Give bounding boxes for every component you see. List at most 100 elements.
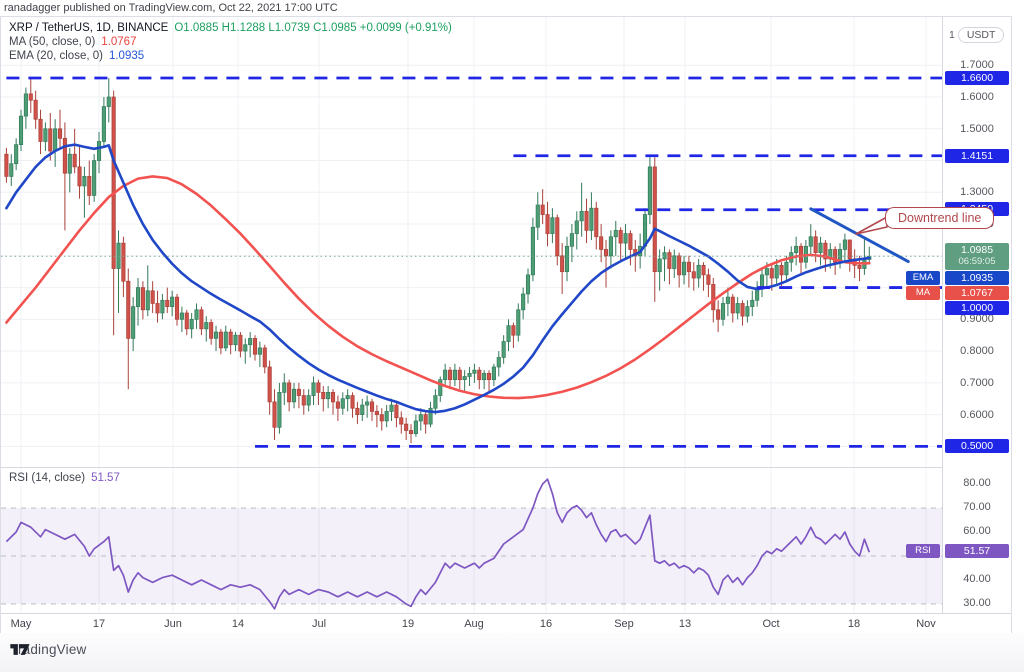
candle-body <box>574 220 579 234</box>
time-tick-label: 18 <box>847 618 861 630</box>
candle-body <box>452 369 457 381</box>
candle-body <box>189 318 194 330</box>
candle-body <box>462 376 467 381</box>
candle-body <box>774 264 779 279</box>
legend-symbol-row[interactable]: XRP / TetherUS, 1D, BINANCE O1.0885 H1.12… <box>9 21 452 35</box>
candle-body <box>33 99 38 120</box>
candle-body <box>847 239 852 260</box>
candle-body <box>131 306 136 339</box>
candle-body <box>720 303 726 320</box>
candle-body <box>316 382 321 393</box>
candle-body <box>277 392 282 428</box>
countdown-timer: 06:59:05 <box>958 256 996 267</box>
candle-body <box>179 312 184 320</box>
candle-body <box>87 176 92 196</box>
candle-body <box>106 96 111 107</box>
rsi-value: 51.57 <box>91 472 120 484</box>
candle-body <box>77 166 82 187</box>
candle-body <box>618 230 623 244</box>
candle-body <box>750 299 755 307</box>
ema-label: EMA (20, close, 0) <box>9 50 103 62</box>
candle-body <box>813 236 818 253</box>
ema-value: 1.0935 <box>108 50 145 62</box>
candle-body <box>170 296 175 307</box>
time-tick-label: Sep <box>614 618 634 630</box>
candle-body <box>667 252 672 269</box>
candle-body <box>9 163 14 177</box>
candle-body <box>603 249 609 257</box>
candle-body <box>511 325 516 336</box>
candle-body <box>389 404 394 412</box>
price-pane[interactable]: XRP / TetherUS, 1D, BINANCE O1.0885 H1.12… <box>1 17 995 467</box>
candle-body <box>404 423 409 431</box>
candle-body <box>545 214 550 234</box>
candle-body <box>428 407 433 425</box>
time-tick-label: Jul <box>311 618 327 630</box>
candle-body <box>530 226 535 276</box>
candle-body <box>194 309 199 320</box>
time-tick-label: 17 <box>92 618 106 630</box>
candle-body <box>199 309 204 330</box>
candle-body <box>145 290 150 311</box>
price-axis[interactable]: 1 USDT 1.70001.60001.50001.30001.20000.9… <box>942 17 1011 613</box>
rsi-chart-canvas[interactable] <box>1 468 942 613</box>
candle-body <box>252 338 258 355</box>
ohlc-values: O1.0885 H1.1288 L1.0739 C1.0985 +0.0099 … <box>174 22 452 34</box>
candle-body <box>691 271 696 279</box>
unit-currency-button[interactable]: USDT <box>957 27 1005 43</box>
candle-body <box>833 249 838 263</box>
price-chart-canvas[interactable] <box>1 17 942 467</box>
candle-body <box>326 392 331 400</box>
price-badge-1.0767: 1.0767 <box>945 286 1009 300</box>
candle-body <box>204 322 209 330</box>
candle-body <box>218 331 223 349</box>
candle-body <box>355 407 360 415</box>
downtrend-callout[interactable]: Downtrend line <box>885 207 995 229</box>
candle-body <box>248 338 253 346</box>
candle-body <box>243 344 248 352</box>
candle-body <box>525 274 531 295</box>
time-tick-label: 16 <box>539 618 553 630</box>
candle-body <box>413 420 418 435</box>
candle-body <box>345 395 350 400</box>
candle-body <box>374 411 379 415</box>
candle-body <box>160 299 165 314</box>
candle-body <box>135 287 141 307</box>
tradingview-logo[interactable]: TradingView <box>10 642 87 657</box>
downtrend-trendline <box>809 207 910 264</box>
candle-body <box>589 207 594 231</box>
symbol-title: XRP / TetherUS, 1D, BINANCE <box>9 22 169 34</box>
candle-body <box>165 299 170 307</box>
time-axis[interactable]: May 17 Jun 14 Jul 19 Aug 16 Sep 13 Oct 18 Nov <box>1 613 1011 633</box>
candle-body <box>681 261 687 276</box>
candle-body <box>423 414 428 425</box>
candle-body <box>394 404 399 419</box>
rsi-legend[interactable]: RSI (14, close) 51.57 <box>9 472 120 484</box>
candle-body <box>808 236 813 247</box>
candle-body <box>613 230 618 238</box>
candle-body <box>53 128 58 152</box>
chart-legend[interactable]: XRP / TetherUS, 1D, BINANCE O1.0885 H1.12… <box>9 21 452 63</box>
candle-body <box>257 347 262 355</box>
price-tick-label: 1.3000 <box>960 186 994 198</box>
price-tick-label: 0.6000 <box>960 409 994 421</box>
candle-body <box>291 388 297 403</box>
legend-ma-row[interactable]: MA (50, close, 0) 1.0767 <box>9 35 452 49</box>
price-badge-0.5000: 0.5000 <box>945 439 1009 453</box>
candle-body <box>477 369 482 381</box>
legend-ema-row[interactable]: EMA (20, close, 0) 1.0935 <box>9 49 452 63</box>
candle-body <box>92 160 97 196</box>
candle-body <box>686 261 691 273</box>
price-tick-label: 30.00 <box>963 597 991 609</box>
rsi-pane[interactable]: RSI (14, close) 51.57 <box>1 467 942 613</box>
candle-body <box>350 395 355 409</box>
ema20-line <box>5 143 871 414</box>
candle-body <box>706 274 711 285</box>
candle-body <box>43 128 48 142</box>
candle-body <box>608 236 613 257</box>
candle-body <box>496 357 501 368</box>
candle-body <box>321 392 326 400</box>
candle-body <box>330 392 336 403</box>
chart-frame: XRP / TetherUS, 1D, BINANCE O1.0885 H1.12… <box>0 16 1012 633</box>
rsi-value-badge: 51.57 <box>945 544 1009 558</box>
